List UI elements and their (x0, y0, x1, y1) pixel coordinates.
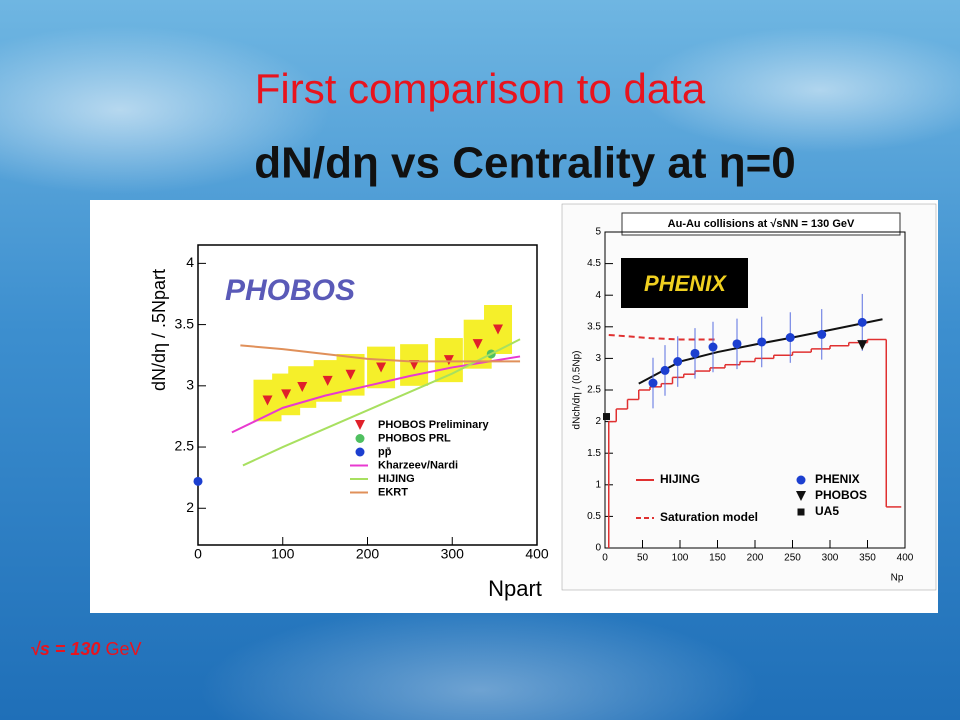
marker (708, 342, 718, 352)
marker (603, 413, 610, 421)
right-figure (561, 203, 937, 591)
marker (796, 475, 806, 485)
x-axis-label: Np (891, 573, 904, 584)
legend-label: PHOBOS (815, 488, 867, 502)
marker (796, 491, 806, 501)
logo-box (621, 258, 748, 308)
x-tick-label: 150 (709, 553, 726, 564)
marker (345, 369, 356, 380)
y-tick-label: 4 (186, 254, 194, 270)
y-tick-label: 2 (595, 416, 601, 427)
marker (857, 317, 867, 327)
marker (443, 355, 454, 366)
legend-label: PHOBOS PRL (378, 432, 451, 444)
legend-label: UA5 (815, 504, 839, 518)
legend-label: HIJING (660, 472, 700, 486)
y-tick-label: 3.5 (175, 315, 195, 331)
y-tick-label: 2 (186, 499, 194, 515)
x-tick-label: 300 (441, 546, 465, 562)
legend-label: Kharzeev/Nardi (378, 459, 458, 471)
x-tick-label: 200 (356, 546, 380, 562)
y-tick-label: 0 (595, 543, 601, 554)
marker (757, 337, 767, 347)
x-tick-label: 100 (271, 546, 295, 562)
legend-label: PHENIX (815, 472, 860, 486)
y-tick-label: 1 (595, 479, 601, 490)
marker (817, 329, 827, 339)
y-tick-label: 3 (595, 353, 601, 364)
x-tick-label: 400 (525, 546, 549, 562)
y-tick-label: 0.5 (587, 511, 601, 522)
marker (732, 339, 742, 349)
marker (193, 476, 203, 486)
legend-label: pp̄ (378, 446, 392, 458)
x-tick-label: 350 (859, 553, 876, 564)
energy: √s = 130 (30, 639, 100, 659)
marker (262, 395, 273, 406)
chart-right: 0 50 100 150 200 250 300 350 400 0 0.5 1 1.5 2 2.5 3 3.5… (572, 218, 914, 584)
logo: PHOBOS (225, 274, 355, 307)
y-tick-label: 4.5 (587, 258, 601, 269)
x-axis-label: Npart (488, 576, 542, 601)
marker (493, 324, 504, 335)
marker (297, 382, 308, 393)
y-tick-label: 1.5 (587, 448, 601, 459)
marker (322, 375, 333, 386)
y-axis-label: dNch/dη / (0.5Np) (572, 351, 583, 430)
energy-note: √s = 130 GeV (30, 639, 141, 659)
x-tick-label: 0 (194, 546, 202, 562)
y-tick-label: 5 (595, 227, 601, 238)
marker (673, 357, 683, 367)
y-tick-label: 4 (595, 290, 601, 301)
x-tick-label: 300 (822, 553, 839, 564)
marker (797, 508, 805, 516)
marker (355, 434, 365, 443)
x-tick-label: 50 (637, 553, 649, 564)
marker (409, 360, 420, 370)
legend-label: PHOBOS Preliminary (378, 419, 490, 431)
marker (281, 389, 292, 400)
y-tick-label: 3 (186, 377, 194, 393)
curve (608, 334, 718, 341)
y-tick-label: 2.5 (175, 438, 195, 454)
y-tick-label: 2.5 (587, 385, 601, 396)
marker (785, 333, 795, 343)
marker (690, 348, 700, 358)
legend-label: EKRT (378, 486, 408, 498)
marker (648, 378, 658, 388)
slide-title: First comparison to data (255, 65, 706, 112)
logo: PHENIX (644, 271, 727, 296)
y-axis-label: dN/dη / .5Npart (149, 269, 169, 391)
chart-left: 0 100 200 300 400 2 2.5 3 3.5 4 Npart dN/dη / .5Npa… (149, 244, 549, 601)
x-tick-label: 200 (747, 553, 764, 564)
legend-label: HIJING (378, 473, 415, 485)
y-tick-label: 3.5 (587, 321, 601, 332)
marker (857, 340, 868, 351)
x-tick-label: 400 (897, 553, 914, 564)
legend-label: Saturation model (660, 510, 758, 524)
x-tick-label: 250 (784, 553, 801, 564)
marker (355, 447, 365, 457)
marker (660, 365, 670, 375)
unit: GeV (105, 639, 141, 659)
header-box (621, 212, 901, 236)
x-tick-label: 100 (672, 553, 689, 564)
curve (242, 338, 521, 467)
marker (355, 420, 365, 430)
marker (376, 362, 387, 373)
marker (472, 339, 483, 350)
x-tick-label: 0 (602, 553, 608, 564)
slide-subtitle: dN/dη vs Centrality at η=0 (254, 139, 796, 188)
chart-header: Au-Au collisions at √sNN = 130 GeV (668, 218, 855, 230)
curve (231, 355, 521, 434)
curve (240, 344, 521, 363)
